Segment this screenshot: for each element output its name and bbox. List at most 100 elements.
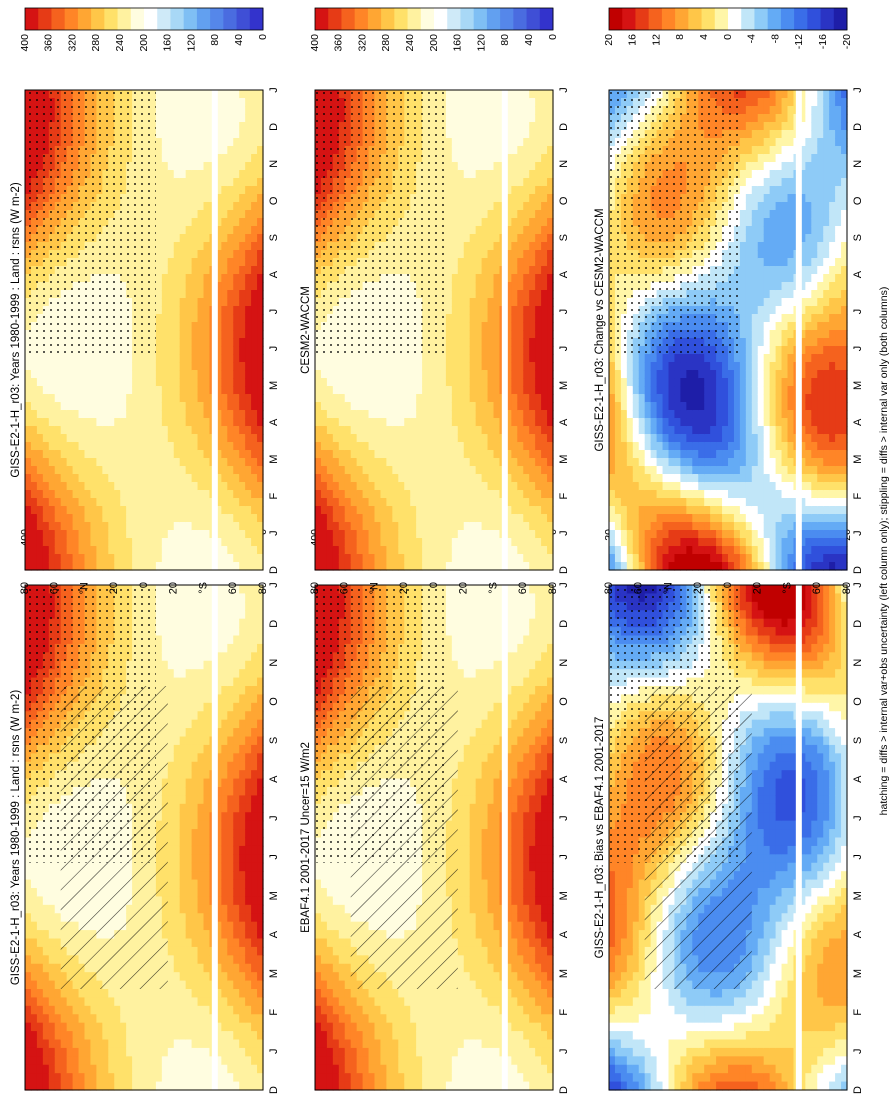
heat-cell [120, 1056, 127, 1066]
heat-cell [221, 370, 228, 379]
heat-cell [197, 386, 205, 395]
heat-cell [108, 442, 115, 451]
heat-cell [239, 686, 246, 696]
heat-cell [149, 1064, 157, 1074]
heat-cell [173, 1005, 181, 1015]
heat-cell [245, 450, 252, 459]
heat-cell [251, 829, 258, 839]
heat-cell [185, 686, 193, 696]
heat-cell [239, 1047, 246, 1057]
heat-cell [179, 989, 187, 999]
heat-cell [167, 354, 175, 363]
heat-cell [197, 346, 205, 355]
heat-cell [233, 98, 240, 107]
heat-cell [84, 538, 92, 547]
heat-cell [173, 601, 181, 611]
colorbar-swatch [104, 8, 119, 30]
heat-cell [191, 980, 199, 990]
heat-cell [185, 154, 193, 163]
heat-cell [203, 761, 211, 771]
heat-cell [315, 862, 322, 872]
month-tick-label: N [268, 659, 280, 667]
heat-cell [179, 627, 187, 637]
heat-cell [257, 1047, 264, 1057]
heat-cell [203, 753, 211, 763]
heat-cell [257, 660, 264, 670]
heat-cell [173, 210, 181, 219]
heat-cell [185, 450, 193, 459]
heat-cell [221, 490, 228, 499]
heat-cell [66, 434, 74, 443]
heat-cell [197, 234, 205, 243]
heat-cell [257, 202, 264, 211]
heat-cell [167, 194, 175, 203]
heat-cell [155, 530, 163, 539]
heat-cell [215, 314, 222, 323]
heat-cell [161, 1047, 169, 1057]
heat-cell [257, 378, 264, 387]
heat-cell [90, 426, 97, 435]
heat-cell [251, 90, 258, 99]
heat-cell [161, 354, 169, 363]
heat-cell [239, 122, 246, 131]
heat-cell [191, 538, 199, 547]
heat-cell [251, 1047, 258, 1057]
heat-cell [221, 306, 228, 315]
heat-cell [233, 1014, 240, 1024]
heat-cell [155, 458, 163, 467]
heat-cell [155, 298, 163, 307]
heat-cell [257, 338, 264, 347]
heat-cell [233, 938, 240, 948]
heat-cell [191, 820, 199, 830]
heat-cell [138, 506, 145, 515]
heat-cell [179, 522, 187, 531]
heat-cell [185, 538, 193, 547]
heat-cell [233, 610, 240, 620]
heat-cell [239, 114, 246, 123]
heat-cell [84, 482, 92, 491]
heat-cell [173, 226, 181, 235]
heat-cell [197, 677, 205, 687]
heat-cell [197, 946, 205, 956]
heat-cell [257, 930, 264, 940]
heat-cell [221, 258, 228, 267]
heat-cell [197, 218, 205, 227]
heat-cell [239, 482, 246, 491]
heat-cell [221, 1056, 228, 1066]
heat-cell [120, 450, 127, 459]
heat-cell [227, 410, 234, 419]
heat-cell [203, 652, 211, 662]
colorbar-tick-label: 40 [233, 34, 245, 46]
heat-cell [315, 1073, 322, 1083]
heat-cell [138, 482, 145, 491]
heat-cell [245, 378, 252, 387]
heat-cell [90, 402, 97, 411]
heat-cell [90, 474, 97, 483]
heat-cell [251, 122, 258, 131]
heat-cell [185, 514, 193, 523]
heat-cell [227, 1073, 234, 1083]
heat-cell [114, 1022, 121, 1032]
heat-cell [138, 370, 145, 379]
heat-cell [185, 711, 193, 721]
heat-cell [144, 394, 151, 403]
heat-cell [251, 378, 258, 387]
heat-cell [221, 498, 228, 507]
heat-cell [48, 394, 56, 403]
heat-cell [215, 226, 222, 235]
heat-cell [179, 146, 187, 155]
heat-cell [203, 490, 211, 499]
heat-cell [72, 410, 80, 419]
heat-cell [173, 554, 181, 563]
heat-cell [227, 498, 234, 507]
heat-cell [233, 514, 240, 523]
heat-cell [48, 904, 56, 914]
heat-cell [233, 162, 240, 171]
heat-cell [25, 896, 32, 906]
heat-cell [203, 266, 211, 275]
heat-cell [197, 904, 205, 914]
heat-cell [42, 904, 50, 914]
heat-cell [257, 694, 264, 704]
heat-cell [167, 434, 175, 443]
